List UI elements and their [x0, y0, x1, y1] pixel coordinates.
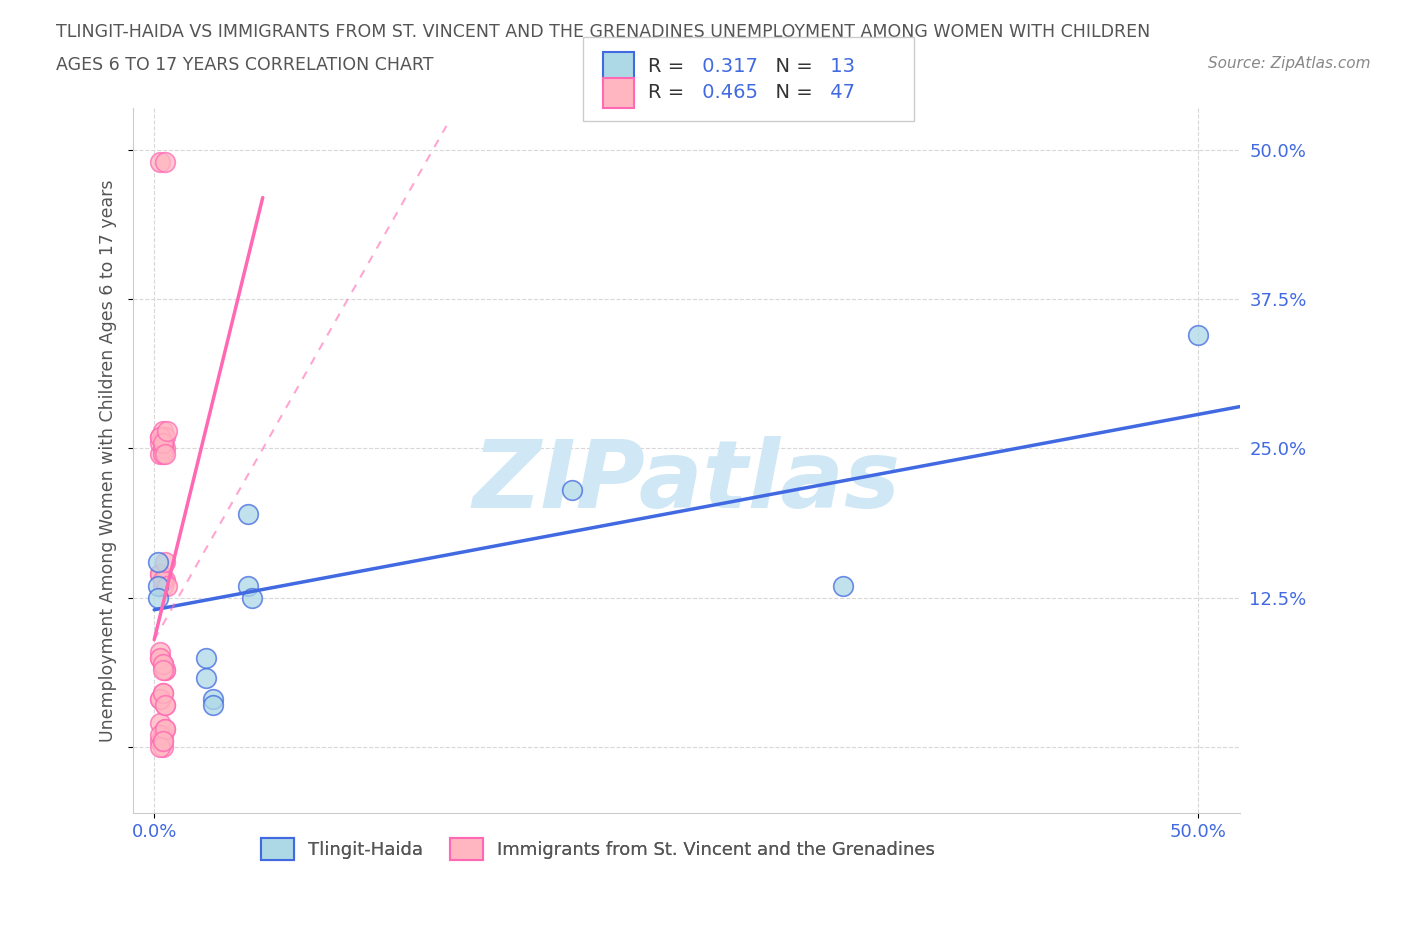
Point: [156, 578, 179, 593]
Point: [149, 429, 172, 444]
Point: [153, 722, 176, 737]
Point: [153, 154, 176, 169]
Point: [149, 650, 172, 665]
Point: [149, 734, 172, 749]
Point: [148, 591, 170, 605]
Point: [152, 656, 174, 671]
Point: [152, 656, 174, 671]
Point: [149, 692, 172, 707]
Point: [152, 573, 174, 588]
Point: [152, 686, 174, 701]
Text: R =: R =: [648, 58, 690, 76]
Y-axis label: Unemployment Among Women with Children Ages 6 to 17 years: Unemployment Among Women with Children A…: [100, 179, 117, 742]
Point: [152, 423, 174, 438]
Point: [153, 698, 176, 712]
Point: [149, 728, 172, 743]
Point: [152, 662, 174, 677]
Point: [153, 429, 176, 444]
Point: [148, 554, 170, 569]
Text: 13: 13: [824, 58, 855, 76]
Point: [240, 591, 263, 605]
Point: [832, 578, 855, 593]
Text: R =: R =: [648, 84, 690, 102]
Point: [195, 650, 218, 665]
Point: [149, 154, 172, 169]
Point: [152, 447, 174, 462]
Point: [153, 662, 176, 677]
Point: [236, 507, 259, 522]
Point: [149, 739, 172, 754]
Point: [152, 435, 174, 450]
Point: [195, 671, 218, 685]
Text: 0.317: 0.317: [696, 58, 758, 76]
Point: [153, 441, 176, 456]
Point: [152, 441, 174, 456]
Point: [149, 566, 172, 581]
Point: [148, 578, 170, 593]
Point: [201, 692, 224, 707]
Point: [153, 447, 176, 462]
Point: [152, 686, 174, 701]
Text: TLINGIT-HAIDA VS IMMIGRANTS FROM ST. VINCENT AND THE GRENADINES UNEMPLOYMENT AMO: TLINGIT-HAIDA VS IMMIGRANTS FROM ST. VIN…: [56, 23, 1150, 41]
Point: [149, 692, 172, 707]
Point: [152, 739, 174, 754]
Point: [153, 662, 176, 677]
Point: [149, 566, 172, 581]
Point: [156, 423, 179, 438]
Point: [152, 656, 174, 671]
Point: [152, 734, 174, 749]
Point: [1187, 327, 1209, 342]
Text: Source: ZipAtlas.com: Source: ZipAtlas.com: [1208, 56, 1371, 71]
Text: N =: N =: [763, 84, 820, 102]
Point: [153, 722, 176, 737]
Point: [236, 578, 259, 593]
Text: 0.465: 0.465: [696, 84, 758, 102]
Point: [561, 483, 583, 498]
Point: [149, 429, 172, 444]
Point: [153, 554, 176, 569]
Text: AGES 6 TO 17 YEARS CORRELATION CHART: AGES 6 TO 17 YEARS CORRELATION CHART: [56, 56, 433, 73]
Point: [149, 435, 172, 450]
Point: [149, 650, 172, 665]
Point: [152, 578, 174, 593]
Point: [152, 435, 174, 450]
Legend: Tlingit-Haida, Immigrants from St. Vincent and the Grenadines: Tlingit-Haida, Immigrants from St. Vince…: [246, 823, 949, 874]
Point: [201, 698, 224, 712]
Point: [149, 716, 172, 731]
Text: N =: N =: [763, 58, 820, 76]
Point: [153, 698, 176, 712]
Point: [149, 644, 172, 659]
Point: [153, 573, 176, 588]
Point: [149, 447, 172, 462]
Point: [152, 734, 174, 749]
Text: 47: 47: [824, 84, 855, 102]
Text: ZIPatlas: ZIPatlas: [472, 435, 900, 527]
Point: [152, 728, 174, 743]
